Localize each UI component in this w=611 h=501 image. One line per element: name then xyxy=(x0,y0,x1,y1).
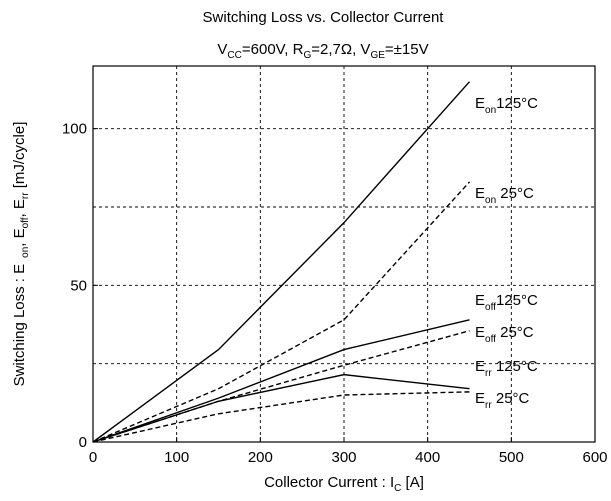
x-axis-label-rest: [A] xyxy=(401,474,424,491)
y-axis-ticks: 0 50 100 xyxy=(62,121,98,451)
x-tick-label: 400 xyxy=(415,449,440,466)
y-tick-label: 50 xyxy=(70,277,87,294)
x-axis-label-main: Collector Current : I xyxy=(264,474,394,491)
subtitle-rg-rest: =2,7Ω, xyxy=(311,41,360,58)
subtitle-vcc-rest: =600V, xyxy=(242,41,293,58)
series-labels: Eon125°C Eon 25°C Eoff125°C Eoff 25°C Err 12… xyxy=(475,95,538,411)
subtitle-rg-sub: G xyxy=(303,50,311,61)
y-axis-label-s2: off xyxy=(20,217,31,228)
x-tick-label: 200 xyxy=(248,449,273,466)
series-line-2 xyxy=(92,319,470,443)
x-axis-label: Collector Current : IC [A] xyxy=(264,474,424,494)
x-axis-label-sub: C xyxy=(394,483,401,494)
series-label-2: Eoff125°C xyxy=(475,292,538,313)
x-tick-label: 100 xyxy=(164,449,189,466)
series-line-5 xyxy=(92,391,470,443)
y-tick-label: 0 xyxy=(79,434,87,451)
x-tick-label: 0 xyxy=(89,449,97,466)
x-tick-label: 600 xyxy=(582,449,607,466)
subtitle-vge-main: V xyxy=(360,41,370,58)
grid-lines xyxy=(93,66,595,442)
y-axis-label-p2: , E xyxy=(11,228,28,246)
series-label-0: Eon125°C xyxy=(475,95,538,116)
series-label-3: Eoff 25°C xyxy=(475,324,534,345)
x-tick-label: 300 xyxy=(331,449,356,466)
series-label-4: Err 125°C xyxy=(475,358,538,379)
series-label-1: Eon 25°C xyxy=(475,185,534,206)
series-line-4 xyxy=(92,373,470,443)
chart-subtitle: VCC=600V, RG=2,7Ω, VGE=±15V xyxy=(217,41,428,61)
series-lines xyxy=(92,81,471,443)
subtitle-vcc-main: V xyxy=(217,41,227,58)
y-axis-label-s1: on xyxy=(20,247,31,258)
x-axis-ticks: 0 100 200 300 400 500 600 xyxy=(89,437,608,466)
y-axis-label-p1: Switching Loss : E xyxy=(11,264,28,387)
y-axis-label-p3: , E xyxy=(11,199,28,217)
x-tick-label: 500 xyxy=(499,449,524,466)
subtitle-vge-sub: GE xyxy=(370,50,385,61)
y-axis-label-p4: [mJ/cycle] xyxy=(11,122,28,193)
y-axis-label: Switching Loss : Eon, Eoff, Err [mJ/cycl… xyxy=(11,122,31,387)
chart-title: Switching Loss vs. Collector Current xyxy=(203,9,445,26)
y-tick-label: 100 xyxy=(62,121,87,138)
series-line-3 xyxy=(92,330,470,443)
series-line-0 xyxy=(92,81,471,443)
subtitle-vcc-sub: CC xyxy=(227,50,241,61)
series-label-5: Err 25°C xyxy=(475,390,530,411)
subtitle-rg-main: R xyxy=(293,41,304,58)
series-line-1 xyxy=(92,181,471,443)
y-axis-label-s3: rr xyxy=(20,192,31,199)
subtitle-vge-rest: =±15V xyxy=(385,41,429,58)
